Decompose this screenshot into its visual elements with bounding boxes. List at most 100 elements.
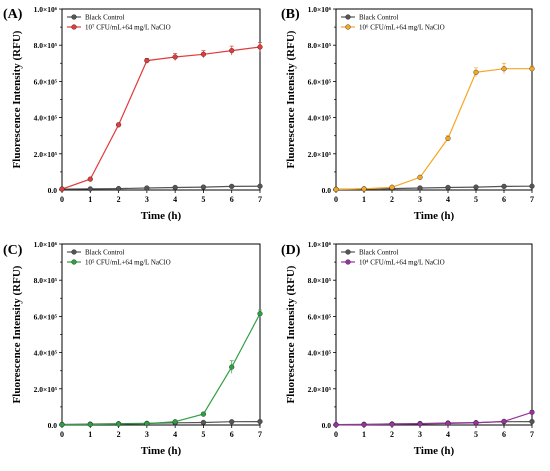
- x-tick-label: 0: [60, 195, 64, 204]
- data-point: [473, 420, 479, 426]
- x-tick-label: 3: [418, 195, 422, 204]
- series-line: [61, 185, 261, 190]
- panel-letter: (B): [281, 7, 300, 22]
- plot-frame: [335, 243, 533, 426]
- x-tick-label: 2: [117, 430, 121, 439]
- x-tick-label: 4: [173, 430, 177, 439]
- data-point: [445, 184, 451, 191]
- series-sample: [59, 42, 263, 192]
- panel-letter: (D): [281, 243, 301, 258]
- legend-label: 10⁵ CFU/mL+64 mg/L NaClO: [85, 259, 171, 267]
- data-point: [501, 418, 507, 424]
- data-point: [529, 409, 535, 415]
- y-tick-label: 0.0: [322, 421, 332, 430]
- legend-marker: [345, 24, 351, 30]
- x-axis-label: Time (h): [414, 445, 455, 457]
- x-axis-label: Time (h): [141, 445, 182, 457]
- y-axis-label: Fluorescence Intensity (RFU): [285, 30, 297, 168]
- x-tick-label: 7: [530, 195, 534, 204]
- legend: Black Control 10⁵ CFU/mL+64 mg/L NaClO: [67, 249, 171, 267]
- y-tick-label: 2.0×10⁵: [34, 385, 58, 394]
- data-point: [87, 176, 93, 182]
- data-point: [200, 51, 207, 57]
- data-point: [257, 44, 263, 50]
- legend-marker: [345, 14, 351, 20]
- x-tick-label: 1: [88, 430, 92, 439]
- data-point: [473, 184, 479, 190]
- x-axis-label: Time (h): [414, 210, 455, 222]
- legend-marker: [345, 259, 351, 265]
- y-tick-label: 2.0×10⁵: [34, 150, 58, 159]
- x-tick-label: 1: [88, 195, 92, 204]
- data-point: [257, 418, 263, 425]
- y-tick-label: 2.0×10⁵: [308, 150, 332, 159]
- legend-label: 10⁷ CFU/mL+64 mg/L NaClO: [85, 24, 171, 32]
- data-point: [200, 411, 207, 417]
- data-point: [445, 135, 451, 142]
- panel-letter: (C): [3, 243, 23, 258]
- legend: Black Control 10⁴ CFU/mL+64 mg/L NaClO: [341, 249, 445, 267]
- data-point: [172, 184, 178, 191]
- series-line: [61, 46, 261, 190]
- data-point: [200, 419, 207, 426]
- data-point: [361, 422, 367, 428]
- x-tick-label: 2: [390, 430, 394, 439]
- data-point: [115, 185, 122, 192]
- series-line: [335, 68, 532, 191]
- data-point: [389, 421, 395, 427]
- y-tick-label: 0.0: [48, 421, 58, 430]
- series-sample: [333, 62, 535, 193]
- x-tick-label: 6: [502, 195, 506, 204]
- x-tick-label: 4: [173, 195, 177, 204]
- y-tick-label: 4.0×10⁵: [34, 114, 58, 123]
- x-tick-label: 3: [418, 430, 422, 439]
- x-tick-label: 6: [502, 430, 506, 439]
- legend-marker: [71, 259, 77, 265]
- x-tick-label: 2: [390, 195, 394, 204]
- data-point: [144, 185, 150, 191]
- data-point: [529, 418, 535, 425]
- data-point: [473, 69, 479, 75]
- data-point: [529, 183, 535, 189]
- legend: Black Control 10⁶ CFU/mL+64 mg/L NaClO: [341, 14, 445, 32]
- data-point: [389, 184, 395, 190]
- data-point: [115, 122, 122, 128]
- data-point: [59, 422, 65, 428]
- series-sample: [59, 309, 263, 428]
- y-tick-label: 6.0×10⁵: [308, 312, 332, 321]
- y-tick-label: 4.0×10⁵: [34, 349, 58, 358]
- x-tick-label: 7: [258, 195, 262, 204]
- data-point: [501, 183, 507, 189]
- legend-marker: [71, 14, 77, 20]
- x-tick-label: 4: [446, 195, 450, 204]
- x-tick-label: 0: [334, 195, 338, 204]
- data-point: [144, 420, 150, 427]
- data-point: [257, 311, 263, 317]
- legend-label: Black Control: [359, 14, 399, 22]
- x-tick-label: 7: [258, 430, 262, 439]
- y-tick-label: 6.0×10⁵: [34, 77, 58, 86]
- data-point: [144, 57, 150, 64]
- x-tick-label: 3: [145, 430, 149, 439]
- data-point: [333, 186, 339, 193]
- legend-label: Black Control: [85, 249, 125, 257]
- legend-marker: [71, 249, 77, 255]
- y-tick-label: 1.0×10⁶: [34, 5, 58, 14]
- x-tick-label: 2: [117, 195, 121, 204]
- data-point: [257, 183, 263, 189]
- y-axis-label: Fluorescence Intensity (RFU): [285, 265, 297, 403]
- data-point: [200, 184, 207, 190]
- panel-letter: (A): [3, 7, 23, 22]
- y-axis-label: Fluorescence Intensity (RFU): [11, 30, 23, 168]
- y-tick-label: 8.0×10⁵: [308, 41, 332, 50]
- data-point: [229, 364, 235, 370]
- plot-frame: [61, 243, 261, 426]
- x-tick-label: 6: [230, 195, 234, 204]
- panel-b: (B) 0.0 2.0×10⁵ 4.0×10⁵ 6.0×10⁵ 8.0×10⁵ 1.0×10…: [281, 5, 535, 222]
- data-point: [229, 48, 235, 54]
- data-point: [172, 419, 178, 425]
- data-point: [361, 186, 367, 192]
- y-tick-label: 1.0×10⁶: [308, 5, 332, 14]
- data-point: [417, 185, 423, 191]
